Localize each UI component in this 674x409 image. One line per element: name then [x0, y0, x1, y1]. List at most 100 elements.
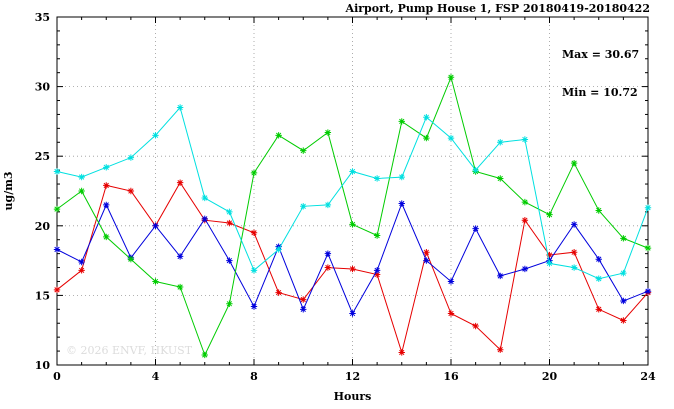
data-point-marker-cyan [447, 134, 455, 142]
data-point-marker-red [472, 322, 479, 330]
data-point-marker-red [546, 251, 553, 259]
data-point-marker-blue [349, 310, 356, 317]
data-point-marker-red [176, 179, 184, 186]
x-axis-label: Hours [333, 390, 372, 403]
data-point-marker-red [324, 264, 332, 271]
data-point-marker-blue [103, 201, 110, 209]
min-value-label: Min = 10.72 [562, 86, 638, 99]
data-point-marker-red [78, 267, 85, 274]
data-point-marker-cyan [644, 204, 652, 211]
data-point-marker-green [570, 159, 578, 167]
data-point-marker-blue [53, 246, 61, 253]
data-point-marker-green [250, 169, 258, 177]
data-point-marker-cyan [53, 168, 61, 175]
data-point-marker-red [595, 306, 602, 313]
data-point-marker-cyan [398, 173, 405, 181]
data-point-marker-blue [595, 256, 602, 263]
data-point-marker-green [78, 187, 85, 195]
y-tick-label: 20 [35, 220, 51, 233]
data-point-marker-blue [300, 306, 307, 313]
data-point-marker-blue [201, 215, 208, 223]
data-point-marker-cyan [127, 154, 135, 161]
data-point-marker-green [620, 235, 627, 242]
y-tick-label: 10 [35, 359, 51, 372]
data-point-marker-cyan [324, 201, 332, 209]
data-point-marker-green [423, 134, 430, 142]
data-point-marker-green [447, 74, 455, 81]
data-point-marker-red [53, 286, 61, 294]
data-point-marker-green [53, 205, 61, 213]
data-point-marker-blue [78, 258, 85, 266]
data-point-marker-green [275, 132, 282, 139]
data-point-marker-green [546, 211, 553, 218]
data-point-marker-red [373, 271, 381, 278]
data-point-marker-red [349, 265, 356, 273]
data-point-marker-green [349, 221, 356, 228]
data-point-marker-blue [324, 250, 332, 257]
data-point-marker-green [521, 198, 529, 206]
data-point-marker-blue [176, 253, 184, 260]
max-value-label: Max = 30.67 [562, 48, 640, 61]
data-point-marker-red [127, 187, 135, 195]
data-point-marker-red [521, 217, 529, 224]
data-point-marker-green [152, 278, 159, 285]
data-point-marker-green [127, 256, 135, 263]
data-point-marker-green [644, 244, 652, 252]
data-point-marker-green [595, 207, 602, 214]
data-point-marker-blue [226, 257, 233, 264]
data-point-marker-red [250, 229, 258, 236]
data-point-marker-blue [447, 278, 455, 285]
data-point-marker-cyan [78, 173, 85, 181]
data-point-marker-cyan [595, 275, 602, 282]
watermark-text: © 2026 ENVF, HKUST [66, 344, 193, 357]
data-point-marker-blue [373, 267, 381, 274]
plot-border [56, 16, 649, 366]
data-point-marker-red [447, 310, 455, 317]
data-point-marker-green [226, 300, 233, 307]
data-point-marker-cyan [570, 264, 578, 271]
data-point-marker-green [497, 175, 504, 182]
data-point-marker-cyan [176, 104, 184, 111]
data-point-marker-blue [521, 265, 529, 273]
data-point-marker-green [324, 129, 332, 136]
data-point-marker-green [300, 147, 307, 154]
data-point-marker-red [423, 249, 430, 256]
data-point-marker-red [620, 317, 627, 324]
x-tick-label: 8 [250, 370, 258, 383]
data-point-marker-red [570, 249, 578, 256]
data-point-marker-cyan [103, 164, 110, 171]
x-tick-label: 20 [542, 370, 558, 383]
x-tick-label: 0 [53, 370, 61, 383]
data-point-marker-red [275, 289, 282, 296]
data-point-marker-cyan [497, 139, 504, 146]
stats-annotation: Max = 30.67 Min = 10.72 [562, 25, 639, 125]
data-point-marker-cyan [226, 208, 233, 216]
data-point-marker-red [103, 182, 110, 189]
data-point-marker-cyan [373, 175, 381, 182]
data-point-marker-green [373, 232, 381, 239]
data-point-marker-blue [152, 222, 159, 229]
data-point-marker-blue [620, 297, 627, 305]
x-tick-label: 24 [640, 370, 656, 383]
data-point-marker-blue [497, 272, 504, 280]
data-point-marker-blue [423, 257, 430, 264]
data-point-marker-green [176, 283, 184, 291]
data-point-marker-red [226, 219, 233, 227]
data-point-marker-cyan [250, 267, 258, 274]
y-tick-label: 25 [35, 150, 50, 163]
y-axis-label: ug/m3 [2, 171, 15, 211]
data-point-marker-cyan [349, 168, 356, 175]
data-point-marker-green [201, 351, 208, 359]
data-point-marker-green [103, 233, 110, 241]
data-point-marker-cyan [472, 166, 479, 174]
chart-title: Airport, Pump House 1, FSP 20180419-2018… [345, 2, 650, 15]
x-tick-label: 16 [443, 370, 459, 383]
data-point-marker-cyan [201, 194, 208, 202]
x-tick-label: 12 [345, 370, 360, 383]
y-tick-label: 35 [35, 11, 50, 24]
data-point-marker-red [497, 346, 504, 353]
data-point-marker-blue [472, 225, 479, 232]
data-point-marker-blue [644, 288, 652, 295]
